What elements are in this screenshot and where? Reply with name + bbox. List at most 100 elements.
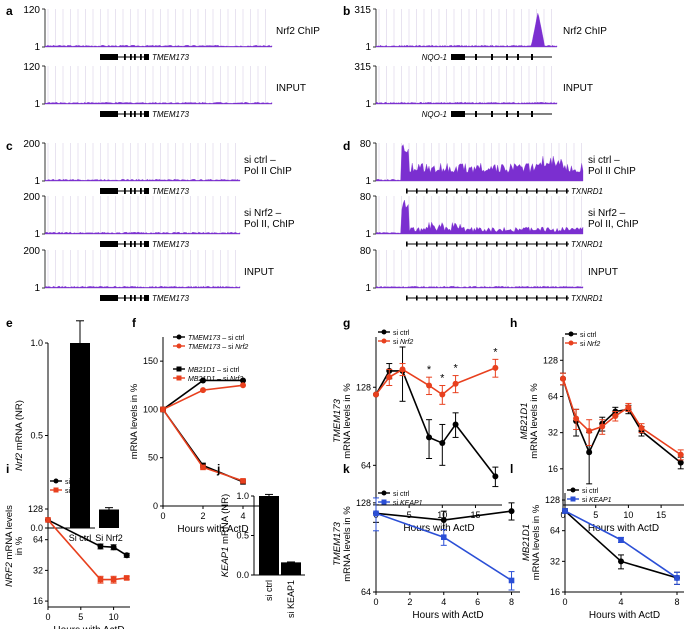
legend-label: si ctrl (580, 332, 597, 339)
text-span: TXNRD1 (571, 240, 603, 249)
track-label: si Nrf2 – (588, 208, 626, 219)
text-span: mRNA levels in % (531, 504, 542, 580)
data-point (110, 544, 117, 551)
track-signal (375, 199, 584, 235)
text-span: Nrf2 (72, 488, 85, 495)
x-axis-label: Hours with ActD (403, 523, 474, 534)
gene-exon (144, 241, 149, 247)
text-span: KEAP1 (220, 547, 231, 578)
track: 315 1 NQO-1 INPUT (354, 62, 593, 119)
text-span: si (582, 497, 589, 504)
text-span: Pol II ChIP (588, 166, 636, 177)
text-span: 6 (475, 597, 480, 607)
gene-exon (496, 295, 498, 301)
series-line (375, 367, 496, 396)
text-span: Hours with ActD (403, 523, 474, 534)
gene-exon (566, 188, 568, 194)
text-span: 80 (360, 139, 372, 150)
y-axis-label: MB21D1 (521, 524, 532, 561)
track-label: Pol II, ChIP (588, 219, 639, 230)
gene-exon (426, 241, 428, 247)
gene-exon (451, 54, 465, 60)
text-span: 5 (407, 510, 412, 520)
gene-exon (506, 241, 508, 247)
text-span: – si ctrl (215, 367, 240, 374)
gene-name: TMEM173 (152, 110, 189, 119)
text-span: Nrf2 (14, 452, 25, 471)
text-span: 64 (33, 535, 43, 545)
gene-exon (475, 54, 477, 60)
text-span: 1.0 (30, 338, 43, 348)
gene-name: TMEM173 (152, 187, 189, 196)
data-point (386, 374, 393, 381)
text-span: 0.5 (236, 531, 249, 541)
track-label: Nrf2 ChIP (563, 26, 607, 37)
track-signal (44, 286, 241, 289)
text-span: si ctrl – (588, 155, 620, 166)
y-tick-label: 100 (143, 404, 158, 414)
gene-exon (506, 111, 508, 117)
text-span: * (453, 363, 458, 375)
text-span: 16 (548, 464, 558, 474)
y-tick-label: 64 (33, 535, 43, 545)
track-panel-a: a 120 1 TMEM173 Nrf2 ChIP 120 1 TMEM173 INPUT (6, 4, 320, 119)
text-span: Pol II ChIP (244, 166, 292, 177)
series-line (562, 378, 682, 456)
series-line (47, 519, 127, 581)
data-point (586, 449, 593, 456)
gene-exon (456, 188, 458, 194)
data-point (586, 428, 593, 435)
data-point (625, 404, 632, 411)
text-span: INPUT (276, 83, 306, 94)
text-span: c (6, 139, 13, 153)
gene-exon (130, 241, 132, 247)
track-panel-d: d 80 1 TXNRD1 si ctrl –Pol II ChIP 80 1 TXNRD1 s… (343, 139, 639, 303)
text-span: TXNRD1 (571, 294, 603, 303)
track: 80 1 TXNRD1 si Nrf2 –Pol II, ChIP (360, 192, 639, 249)
legend-marker (381, 490, 387, 496)
legend-label: si Nrf2 (580, 341, 600, 348)
y-tick-label: 1.0 (30, 338, 43, 348)
panel-letter: b (343, 4, 350, 18)
legend-marker (568, 340, 574, 346)
legend-marker (53, 487, 59, 493)
y-tick-label: 0.0 (236, 570, 249, 580)
text-span: 128 (356, 382, 371, 392)
gene-model: TXNRD1 (406, 294, 603, 303)
track-signal (375, 12, 558, 48)
y-axis-label: MB21D1 (519, 403, 530, 440)
x-tick-label: 10 (623, 510, 633, 520)
text-span: si ctrl (264, 580, 274, 601)
text-span: – si (215, 376, 230, 383)
text-span: TMEM173 (188, 344, 220, 351)
text-span: si ctrl (393, 491, 410, 498)
gene-name: TXNRD1 (571, 294, 603, 303)
gene-exon (124, 54, 126, 60)
y-axis-label: Nrf2 mRNA (NR) (14, 400, 25, 471)
text-span: b (343, 4, 350, 18)
gene-model: TXNRD1 (406, 240, 603, 249)
text-span: Nrf2 (235, 344, 248, 351)
chart-j: j 0.0 0.5 1.0 KEAP1 mRNA (NR) si ctrl si KEAP1 (216, 462, 305, 618)
track-label: Pol II ChIP (244, 166, 292, 177)
gene-name: NQO-1 (422, 53, 447, 62)
gene-exon (566, 241, 568, 247)
text-span: NRF2 (4, 561, 15, 587)
gene-exon (100, 188, 118, 194)
text-span: d (343, 139, 350, 153)
track: 120 1 TMEM173 INPUT (23, 62, 306, 119)
y-tick-label: 128 (543, 355, 558, 365)
gene-exon (436, 188, 438, 194)
gene-name: TMEM173 (152, 53, 189, 62)
text-span: 1 (34, 42, 40, 53)
text-span: 16 (550, 587, 560, 597)
data-point (110, 576, 117, 583)
x-tick-label: 5 (78, 612, 83, 622)
series-line (375, 370, 497, 477)
y-axis-label: TMEM173 (332, 398, 343, 443)
track-label: si ctrl – (244, 155, 276, 166)
text-span: INPUT (563, 83, 593, 94)
text-span: TMEM173 (152, 294, 189, 303)
text-span: Hours with ActD (412, 610, 483, 621)
text-span: 2 (200, 511, 205, 521)
